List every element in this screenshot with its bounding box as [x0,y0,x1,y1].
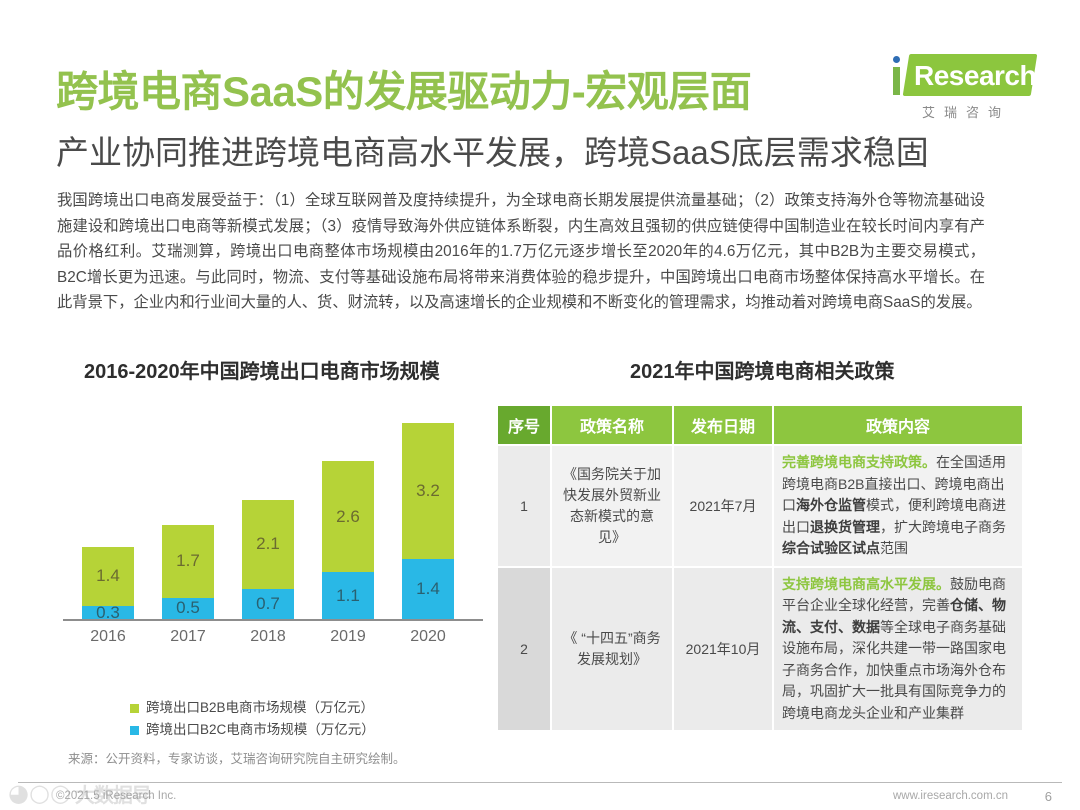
cell-publish-date: 2021年7月 [674,446,772,566]
bar-segment-b2c-2018: 0.7 [242,589,294,619]
cell-policy-name: 《 “十四五”商务发展规划》 [552,567,672,730]
x-tick-2016: 2016 [90,628,126,645]
logo-mark: Research [888,52,1038,98]
table-header-row: 序号 政策名称 发布日期 政策内容 [498,406,1022,444]
iresearch-logo: Research 艾瑞咨询 [888,52,1038,124]
cell-no: 1 [498,446,550,566]
footer-copyright: ©2021.5 iResearch Inc. [56,790,177,802]
content-span-bold: 仓储、物流、支付、数据 [782,597,1006,635]
content-span-normal: 鼓励电商平台企业全球化经营，完善 [782,575,1006,614]
table-row: 2 《 “十四五”商务发展规划》 2021年10月 支持跨境电商高水平发展。鼓励电商平… [498,567,1022,730]
bar-value-b2b-2018: 2.1 [256,534,280,554]
bar-segment-b2c-2017: 0.5 [162,597,214,619]
bar-value-b2c-2017: 0.5 [176,598,200,618]
bar-2019: 2.6 1.1 [322,461,374,619]
bar-value-b2c-2018: 0.7 [256,594,280,614]
cell-policy-content: 支持跨境电商高水平发展。鼓励电商平台企业全球化经营，完善仓储、物流、支付、数据等… [774,567,1022,730]
footer-page-number: 6 [1044,789,1052,804]
x-tick-2017: 2017 [170,628,206,645]
table-header-content: 政策内容 [774,406,1022,444]
bar-value-b2c-2016: 0.3 [96,602,120,622]
bar-2020: 3.2 1.4 [402,423,454,619]
page-title: 跨境电商SaaS的发展驱动力-宏观层面 [56,68,752,115]
bar-segment-b2c-2019: 1.1 [322,572,374,619]
legend-label-b2c: 跨境出口B2C电商市场规模（万亿元） [146,722,375,737]
table-row: 1 《国务院关于加快发展外贸新业态新模式的意见》 2021年7月 完善跨境电商支持政策… [498,446,1022,566]
chart-source-note: 来源：公开资料，专家访谈，艾瑞咨询研究院自主研究绘制。 [68,752,406,766]
content-span-bold: 综合试验区试点 [782,540,880,556]
cell-policy-content: 完善跨境电商支持政策。在全国适用跨境电商B2B直接出口、跨境电商出口海外仓监管模… [774,446,1022,566]
bar-value-b2c-2019: 1.1 [336,585,360,605]
content-span-bold: 退换货管理 [810,518,880,535]
body-paragraph: 我国跨境出口电商发展受益于：（1）全球互联网普及度持续提升，为全球电商长期发展提… [57,192,985,312]
bar-segment-b2b-2016: 1.4 [82,546,134,607]
content-span-highlight: 支持跨境电商高水平发展。 [782,575,950,592]
chart-x-axis [63,619,483,621]
logo-chinese-name: 艾瑞咨询 [921,105,1010,120]
stacked-bar-chart: 1.4 0.3 1.7 0.5 2.1 0.7 2.6 1.1 3.2 1.4 2016 2017 2… [60,398,490,646]
cell-no: 2 [498,567,550,730]
cell-publish-date: 2021年10月 [674,567,772,730]
logo-wordmark: Research [914,60,1037,91]
bar-segment-b2b-2020: 3.2 [402,423,454,560]
content-span-highlight: 完善跨境电商支持政策。 [782,454,936,470]
bar-value-b2b-2019: 2.6 [336,506,360,526]
footer-divider [18,782,1062,783]
chart-title: 2016-2020年中国跨境出口电商市场规模 [84,361,440,383]
x-tick-2018: 2018 [250,628,286,645]
table-header-no: 序号 [498,406,550,444]
content-span-normal: ，扩大跨境电子商务 [880,518,1006,535]
bar-segment-b2c-2020: 1.4 [402,559,454,619]
content-span-normal: 范围 [880,540,908,556]
table-header-name: 政策名称 [552,406,672,444]
bar-segment-b2b-2019: 2.6 [322,461,374,573]
content-span-bold: 海外仓监管 [796,497,866,513]
bar-segment-b2b-2017: 1.7 [162,525,214,598]
bar-value-b2b-2020: 3.2 [416,481,440,501]
content-span-normal: 模式，便利跨境电商进出口 [782,497,1006,535]
bar-value-b2b-2016: 1.4 [96,566,120,586]
logo-i-dot-icon [893,56,900,63]
page-subtitle: 产业协同推进跨境电商高水平发展，跨境SaaS底层需求稳固 [56,134,929,171]
cell-policy-name: 《国务院关于加快发展外贸新业态新模式的意见》 [552,446,672,566]
legend-label-b2b: 跨境出口B2B电商市场规模（万亿元） [146,700,375,715]
content-span-normal: 等全球电子商务基础设施布局，深化共建一带一路国家电子商务合作，加快重点市场海外仓… [782,618,1006,721]
bar-value-b2b-2017: 1.7 [176,551,200,571]
logo-i-stem-icon [893,67,900,95]
x-tick-2020: 2020 [410,628,446,645]
bar-segment-b2b-2018: 2.1 [242,499,294,590]
chart-legend: 跨境出口B2B电商市场规模（万亿元） 跨境出口B2C电商市场规模（万亿元） [130,697,375,741]
policy-table: 序号 政策名称 发布日期 政策内容 1 《国务院关于加快发展外贸新业态新模式的意见… [496,404,1024,732]
bar-segment-b2c-2016: 0.3 [82,603,134,622]
bar-2017: 1.7 0.5 [162,525,214,619]
table-body: 1 《国务院关于加快发展外贸新业态新模式的意见》 2021年7月 完善跨境电商支持政策… [498,446,1022,730]
table-title: 2021年中国跨境电商相关政策 [630,361,895,383]
x-tick-2019: 2019 [330,628,366,645]
legend-swatch-b2c [130,725,139,735]
bar-value-b2c-2020: 1.4 [416,579,440,599]
table-header-date: 发布日期 [674,406,772,444]
legend-swatch-b2b [130,703,139,713]
bar-2016: 1.4 0.3 [82,546,134,622]
footer-url: www.iresearch.com.cn [892,790,1008,802]
bar-2018: 2.1 0.7 [242,499,294,619]
legend-item-b2b: 跨境出口B2B电商市场规模（万亿元） [130,697,375,719]
content-span-normal: 在全国适用跨境电商B2B直接出口、跨境电商出口 [782,454,1006,513]
legend-item-b2c: 跨境出口B2C电商市场规模（万亿元） [130,719,375,741]
